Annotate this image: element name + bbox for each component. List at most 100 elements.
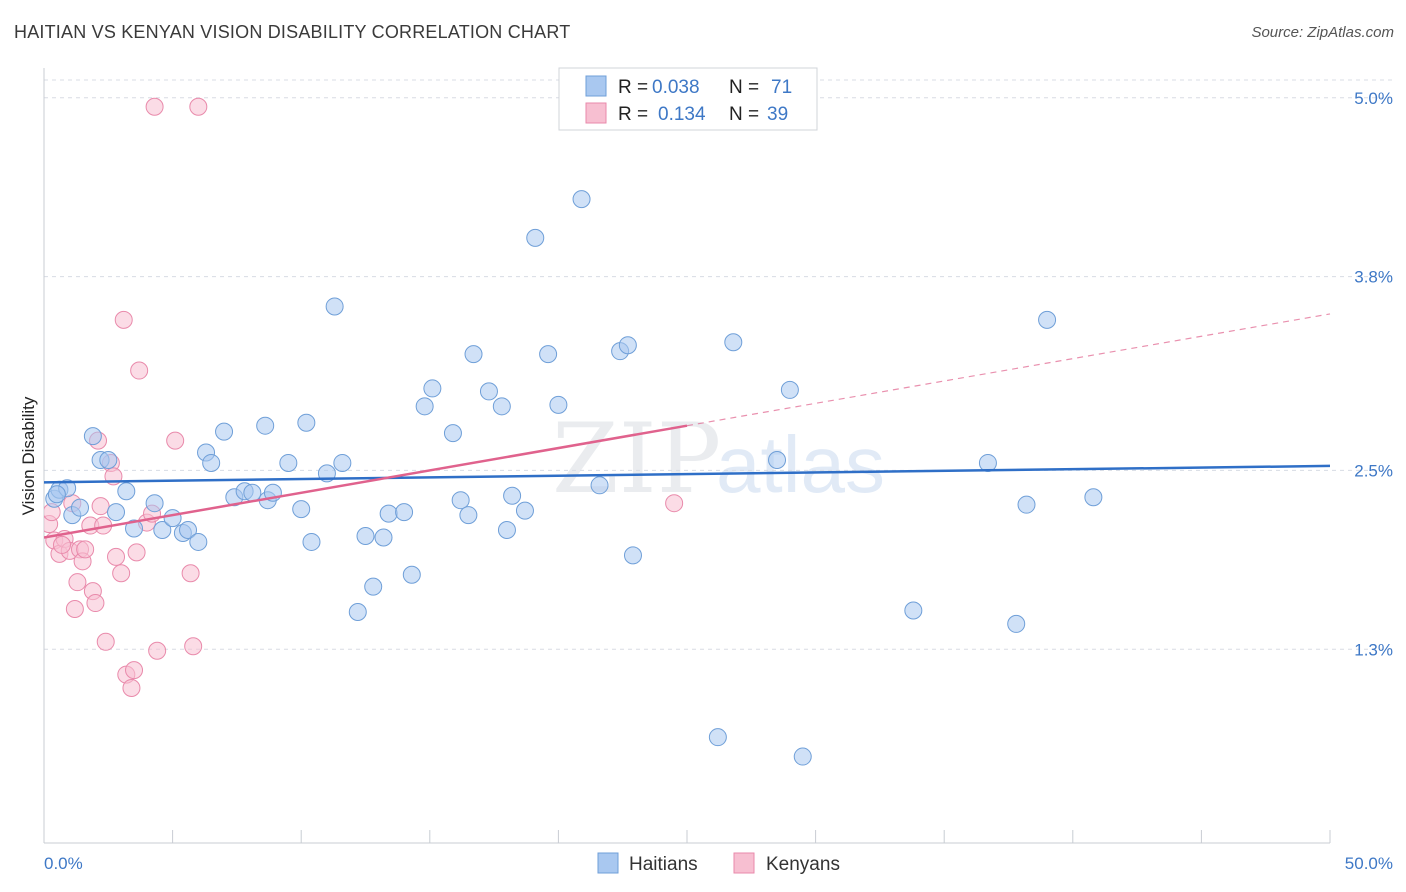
haitian-point: [215, 422, 234, 441]
legend-n-label-haitians: N =: [729, 77, 759, 98]
kenyan-point: [125, 661, 144, 680]
haitian-point: [364, 577, 383, 596]
correlation-legend: R = 0.038 N = 71 R = 0.134 N = 39: [558, 67, 818, 131]
y-tick-label: 2.5%: [1354, 461, 1393, 480]
grid-lines: [44, 79, 1396, 650]
haitian-point: [333, 453, 352, 472]
haitian-point: [623, 546, 642, 565]
haitian-point: [356, 526, 375, 545]
y-tick-label: 5.0%: [1354, 89, 1393, 108]
kenyan-point: [114, 310, 133, 329]
haitian-point: [497, 521, 516, 540]
haitian-point: [348, 602, 367, 621]
haitian-point: [279, 453, 298, 472]
legend-swatch-kenyans: [585, 102, 607, 124]
haitian-point: [145, 494, 164, 513]
series-legend: Haitians Kenyans: [597, 852, 840, 875]
y-axis-label: Vision Disability: [19, 396, 38, 515]
source-label: Source: ZipAtlas.com: [1251, 24, 1394, 41]
haitian-point: [978, 453, 997, 472]
kenyan-point: [665, 494, 684, 513]
haitian-point: [71, 498, 90, 517]
haitian-point: [107, 503, 126, 522]
haitian-point: [503, 486, 522, 505]
watermark-zip: ZIP: [552, 403, 721, 515]
kenyan-point: [91, 497, 110, 516]
watermark-atlas: atlas: [716, 420, 885, 509]
haitian-point: [443, 424, 462, 443]
haitian-point: [117, 482, 136, 501]
legend-n-label-kenyans: N =: [729, 104, 759, 125]
kenyan-point: [122, 679, 141, 697]
haitian-point: [492, 397, 511, 416]
haitian-point: [1007, 614, 1026, 633]
haitian-point: [780, 380, 799, 399]
legend-swatch-haitians: [585, 75, 607, 97]
haitian-point: [904, 601, 923, 620]
legend-r-label-haitians: R =: [618, 77, 648, 98]
haitian-point: [256, 416, 275, 435]
haitian-point: [549, 395, 568, 414]
kenyan-point: [148, 641, 167, 660]
haitian-point: [163, 509, 182, 528]
legend-n-value-haitians: 71: [771, 77, 792, 98]
kenyan-point: [145, 97, 164, 116]
y-tick-label: 1.3%: [1354, 640, 1393, 659]
haitian-point: [1084, 488, 1103, 507]
x-tick-label-max: 50.0%: [1345, 854, 1393, 873]
kenyan-point: [68, 573, 87, 592]
haitian-point: [374, 528, 393, 547]
haitian-point: [451, 491, 470, 510]
bottom-legend-swatch-kenyans: [733, 852, 755, 874]
haitian-point: [423, 379, 442, 398]
haitian-point: [395, 503, 414, 522]
kenyan-point: [112, 564, 131, 583]
kenyan-point: [127, 543, 146, 562]
y-tick-labels: 1.3% 2.5% 3.8% 5.0%: [1354, 89, 1393, 659]
legend-r-label-kenyans: R =: [618, 104, 648, 125]
haitian-point: [202, 453, 221, 472]
haitian-point: [708, 728, 727, 747]
kenyan-point: [53, 535, 72, 554]
haitian-point: [539, 345, 558, 364]
haitian-point: [724, 333, 743, 352]
haitian-point: [297, 413, 316, 432]
trend-lines: [44, 313, 1331, 539]
watermark: ZIP atlas: [552, 403, 885, 515]
haitian-point: [153, 521, 172, 540]
kenyan-trend-line-extrapolated: [686, 313, 1331, 427]
haitian-point: [415, 397, 434, 416]
x-tick-label-min: 0.0%: [44, 854, 83, 873]
kenyan-trend-line: [44, 424, 688, 539]
haitian-point: [479, 382, 498, 401]
haitian-point: [464, 345, 483, 364]
kenyan-point: [76, 540, 95, 559]
haitian-point: [302, 532, 321, 551]
haitian-point: [590, 476, 609, 495]
haitian-point: [1038, 310, 1057, 329]
haitian-point: [179, 521, 198, 540]
kenyan-point: [65, 600, 84, 619]
haitian-point: [292, 500, 311, 519]
haitian-point: [189, 532, 208, 551]
haitian-point: [768, 450, 787, 469]
legend-n-value-kenyans: 39: [767, 104, 788, 125]
kenyan-point: [86, 594, 105, 613]
haitian-point: [618, 336, 637, 355]
haitian-point: [515, 501, 534, 520]
haitian-point: [402, 565, 421, 584]
kenyan-point: [181, 564, 200, 583]
haitian-point: [793, 747, 812, 766]
haitian-point: [99, 450, 118, 469]
kenyan-point: [130, 361, 149, 380]
haitian-point: [526, 228, 545, 247]
haitian-point: [83, 427, 102, 446]
haitian-point: [325, 297, 344, 316]
kenyan-point: [189, 97, 208, 116]
x-ticks: [43, 830, 1331, 843]
haitian-point: [1017, 495, 1036, 514]
bottom-legend-swatch-haitians: [597, 852, 619, 874]
kenyan-point: [96, 632, 115, 651]
legend-r-value-haitians: 0.038: [652, 77, 700, 98]
haitian-point: [459, 506, 478, 525]
